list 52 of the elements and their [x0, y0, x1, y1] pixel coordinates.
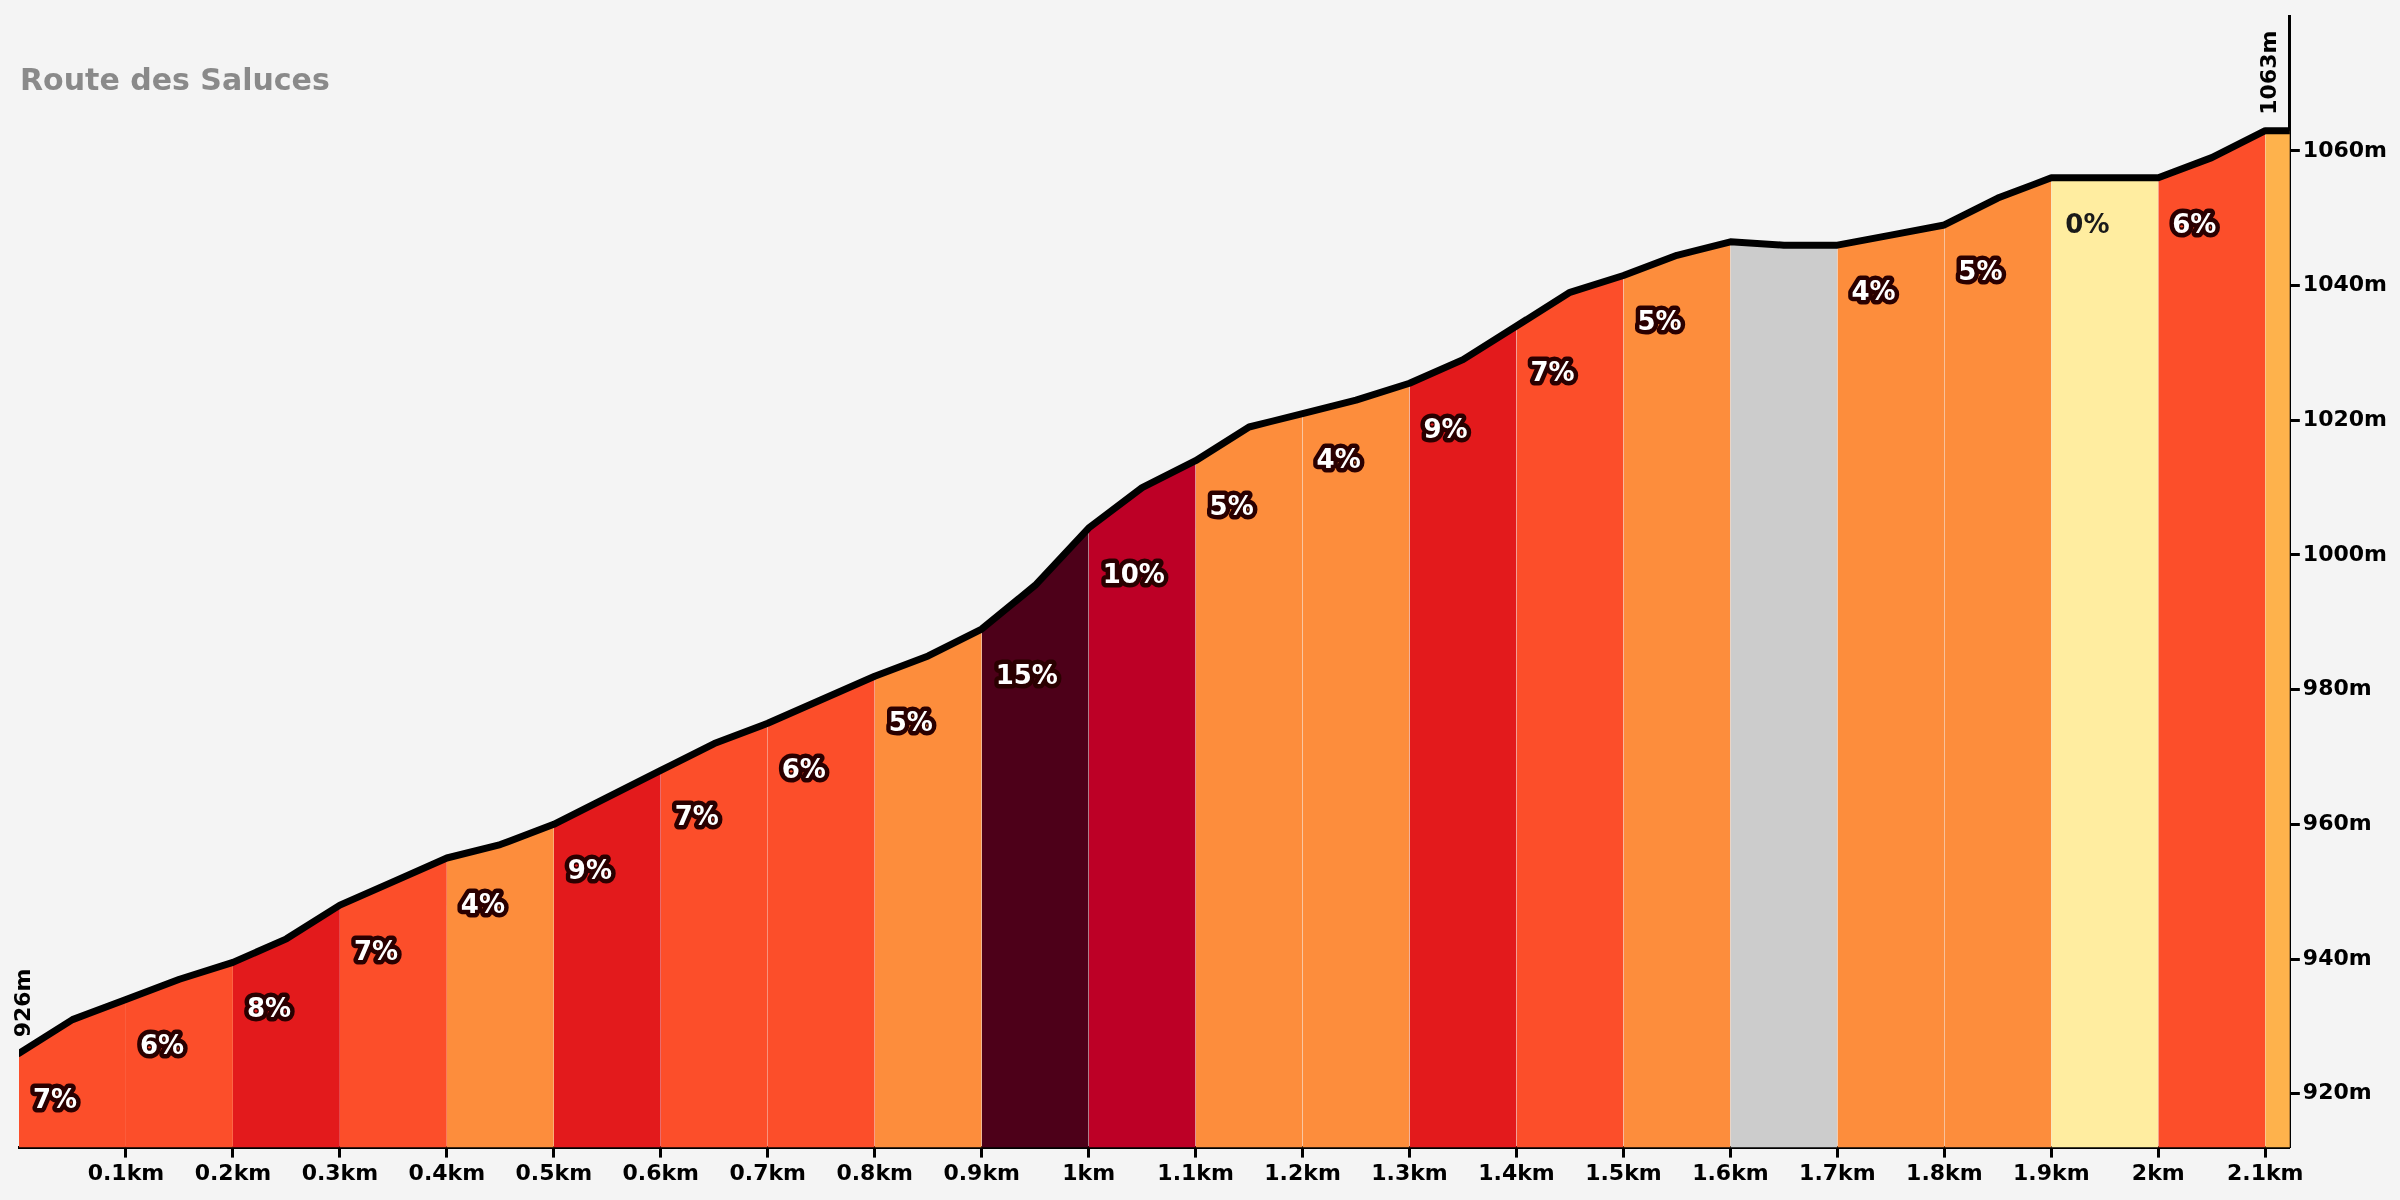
- x-tick-label: 0.8km: [836, 1159, 913, 1185]
- annotation: 5%: [1958, 255, 2003, 286]
- annotation: 4%: [460, 888, 506, 919]
- annotation: 10%: [1102, 558, 1165, 589]
- x-tick-label: 1km: [1062, 1159, 1116, 1185]
- annotation: 4%: [1851, 275, 1896, 306]
- annotation: 5%: [1637, 306, 1682, 337]
- y-tick-label: 1040m: [2302, 271, 2387, 297]
- x-tick-label: 0.3km: [301, 1159, 379, 1185]
- annotation: 15%: [995, 659, 1058, 690]
- x-tick-label: 0.1km: [87, 1159, 165, 1185]
- x-tick-label: 1.9km: [2013, 1159, 2090, 1185]
- y-tick-label: 960m: [2302, 810, 2372, 836]
- y-tick-label: 980m: [2302, 675, 2372, 701]
- annotation: 5%: [1209, 491, 1254, 522]
- annotation: 1063m: [2255, 30, 2281, 115]
- annotation: 6%: [2172, 208, 2217, 239]
- annotation: 8%: [246, 993, 292, 1024]
- x-tick-label: 1.8km: [1906, 1159, 1983, 1185]
- x-tick-label: 1.5km: [1585, 1159, 1662, 1185]
- x-tick-label: 1.4km: [1478, 1159, 1555, 1185]
- y-tick-label: 920m: [2302, 1079, 2372, 1105]
- text: Route des Saluces: [20, 62, 330, 97]
- x-tick-label: 2.1km: [2226, 1159, 2304, 1185]
- x-tick-label: 0.4km: [408, 1159, 486, 1185]
- x-tick-label: 0.5km: [515, 1159, 593, 1185]
- x-tick-label: 1.2km: [1264, 1159, 1341, 1185]
- x-tick-label: 2km: [2131, 1159, 2185, 1185]
- annotation: 5%: [888, 706, 933, 737]
- annotation: 7%: [1530, 356, 1575, 387]
- y-tick-label: 1060m: [2302, 136, 2387, 162]
- annotation: 7%: [674, 801, 719, 832]
- annotation: 4%: [1316, 444, 1361, 475]
- x-tick-label: 0.9km: [943, 1159, 1020, 1185]
- x-tick-label: 1.1km: [1157, 1159, 1234, 1185]
- x-tick-label: 0.2km: [194, 1159, 272, 1185]
- y-tick-label: 940m: [2302, 944, 2372, 970]
- annotation: 6%: [139, 1030, 185, 1061]
- y-tick-label: 1020m: [2302, 405, 2387, 431]
- annotation: 9%: [567, 855, 612, 886]
- x-tick-label: 0.7km: [729, 1159, 807, 1185]
- x-tick-label: 1.7km: [1799, 1159, 1876, 1185]
- annotation: 9%: [1423, 413, 1468, 444]
- x-tick-label: 1.6km: [1692, 1159, 1769, 1185]
- x-tick-label: 0.6km: [622, 1159, 700, 1185]
- y-tick-label: 1000m: [2302, 540, 2387, 566]
- annotation: 0%: [2065, 208, 2110, 239]
- annotation: 926m: [9, 968, 35, 1038]
- annotation: 7%: [33, 1084, 78, 1115]
- annotation: 6%: [781, 754, 826, 785]
- x-tick-label: 1.3km: [1371, 1159, 1448, 1185]
- annotation: 7%: [353, 935, 399, 966]
